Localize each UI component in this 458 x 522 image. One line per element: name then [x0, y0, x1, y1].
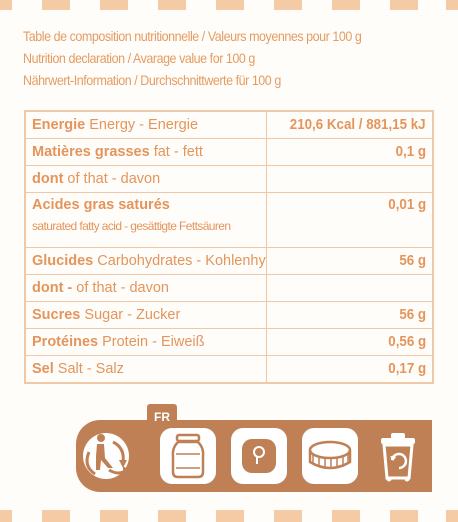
header-line-en: Nutrition declaration / Avarage value fo…: [23, 51, 255, 66]
row-value: 56 g: [265, 247, 434, 275]
header-line-de: Nährwert-Information / Durchschnittwerte…: [23, 73, 281, 88]
row-value: 0,56 g: [265, 328, 434, 356]
row-label: Matières grasses fat - fett: [24, 138, 267, 166]
table-row-energy: Energie Energy - Energie 210,6 Kcal / 88…: [24, 110, 434, 139]
bottle-cap-icon: [302, 428, 358, 484]
row-label: Sel Salt - Salz: [24, 355, 267, 384]
table-row-carbohydrates: Glucides Carbohydrates - Kohlenhydrate 5…: [24, 247, 434, 275]
row-label: Energie Energy - Energie: [24, 110, 267, 139]
header-line-fr: Table de composition nutritionnelle / Va…: [23, 29, 362, 44]
table-row-of-that-2: dont - of that - davon: [24, 274, 434, 302]
jar-icon: [160, 428, 216, 484]
top-dash-border: [0, 0, 458, 10]
row-label: Protéines Protein - Eiweiß: [24, 328, 267, 356]
row-label: dont - of that - davon: [24, 274, 267, 302]
row-label: Sucres Sugar - Zucker: [24, 301, 267, 329]
table-row-of-that: dont of that - davon: [24, 165, 434, 193]
table-row-fat: Matières grasses fat - fett 0,1 g: [24, 138, 434, 166]
row-label: Glucides Carbohydrates - Kohlenhydrate: [24, 247, 267, 275]
nutrition-table: Energie Energy - Energie 210,6 Kcal / 88…: [24, 110, 434, 384]
country-tag: FR: [147, 404, 177, 430]
row-value: [265, 274, 434, 302]
row-label: Acides gras saturés saturated fatty acid …: [24, 192, 267, 248]
triman-icon: [76, 420, 142, 492]
nutrition-header: Table de composition nutritionnelle / Va…: [23, 26, 443, 92]
row-sublabel: saturated fatty acid - gesättigte Fettsä…: [32, 219, 231, 233]
row-label: dont of that - davon: [24, 165, 267, 193]
lid-icon: [231, 428, 287, 484]
table-row-saturated: Acides gras saturés saturated fatty acid …: [24, 192, 434, 248]
row-value: 56 g: [265, 301, 434, 329]
table-row-sugars: Sucres Sugar - Zucker 56 g: [24, 301, 434, 329]
row-value: 210,6 Kcal / 881,15 kJ: [265, 110, 434, 139]
row-value: 0,1 g: [265, 138, 434, 166]
row-value: 0,01 g: [265, 192, 434, 248]
table-row-protein: Protéines Protein - Eiweiß 0,56 g: [24, 328, 434, 356]
row-value: [265, 165, 434, 193]
table-row-salt: Sel Salt - Salz 0,17 g: [24, 355, 434, 384]
row-value: 0,17 g: [265, 355, 434, 384]
recycling-bin-icon: [370, 428, 426, 484]
bottom-dash-border: [0, 510, 458, 522]
